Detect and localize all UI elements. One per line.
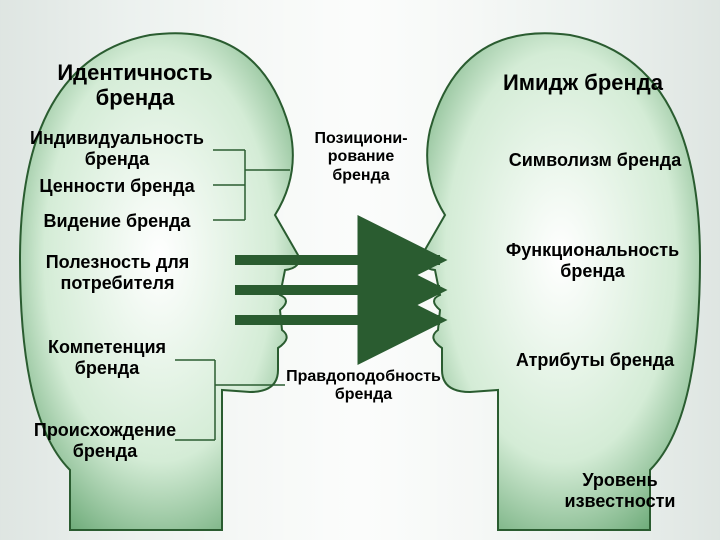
right-item-2: Атрибуты бренда [490, 350, 700, 371]
center-label-1: Правдоподобность бренда [276, 368, 451, 405]
right-item-0: Символизм бренда [495, 150, 695, 171]
right-item-3: Уровень известности [530, 470, 710, 511]
left-item-5: Происхождение бренда [20, 420, 190, 461]
left-head-title: Идентичность бренда [30, 60, 240, 111]
left-item-2: Видение бренда [17, 211, 217, 232]
center-label-0: Позициони- рование бренда [291, 130, 431, 185]
right-item-1: Функциональность бренда [480, 240, 705, 281]
left-item-4: Компетенция бренда [27, 337, 187, 378]
left-item-1: Ценности бренда [17, 176, 217, 197]
left-item-3: Полезность для потребителя [15, 252, 220, 293]
right-head-title: Имидж бренда [468, 70, 698, 95]
left-item-0: Индивидуальность бренда [17, 128, 217, 169]
right-head-silhouette [421, 33, 700, 530]
